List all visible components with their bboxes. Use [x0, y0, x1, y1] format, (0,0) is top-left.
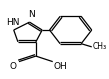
Text: O: O — [10, 62, 17, 71]
Text: N: N — [28, 10, 35, 19]
Text: HN: HN — [6, 18, 19, 27]
Text: OH: OH — [54, 62, 67, 71]
Text: CH₃: CH₃ — [92, 42, 106, 51]
